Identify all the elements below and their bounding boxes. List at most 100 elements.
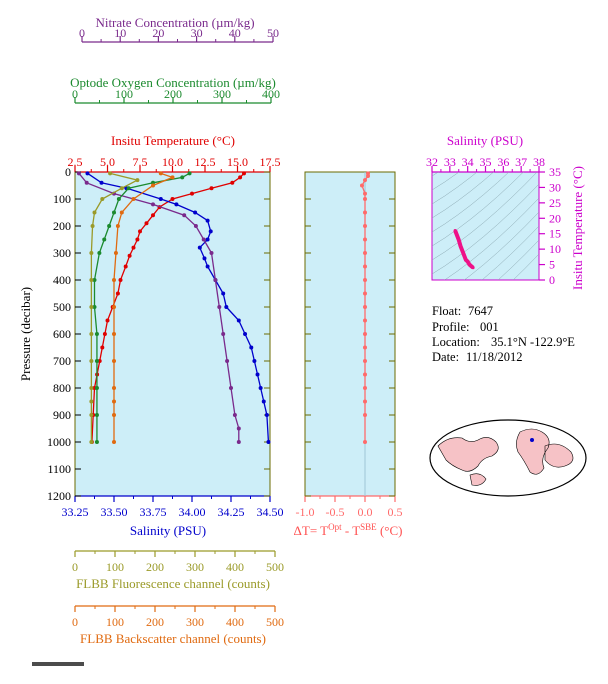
oxygen-data-point (126, 186, 131, 191)
salinity-data-point (221, 291, 226, 296)
pressure-tick-label: 300 (53, 246, 71, 260)
backscatter-data-point (112, 399, 116, 404)
temperature-data-point (100, 345, 105, 350)
salinity-data-point (243, 332, 248, 336)
backscatter-data-point (112, 359, 116, 363)
delta-t-data-point (363, 318, 367, 323)
delta-t-data-point (363, 291, 367, 296)
fluorescence-data-point (89, 251, 94, 255)
ts-data-point (462, 253, 466, 257)
delta-t-data-point (363, 305, 367, 309)
pressure-tick-label: 1200 (47, 489, 71, 503)
temperature-tick-label: 15.0 (227, 155, 248, 169)
pressure-tick-label: 400 (53, 273, 71, 287)
delta-title-main: ΔT= T (294, 523, 329, 538)
nitrate-tick-label: 10 (114, 26, 126, 40)
backscatter-data-point (112, 332, 116, 336)
salinity-data-point (174, 202, 179, 207)
salinity-data-point (264, 413, 269, 417)
fluorescence-tick-label: 0 (72, 560, 78, 574)
salinity-data-point (205, 237, 210, 242)
salinity-data-point (158, 197, 163, 201)
salinity-tick-label: 33.25 (62, 505, 89, 519)
temperature-data-point (135, 237, 140, 242)
oxygen-tick-label: 400 (262, 87, 280, 101)
salinity-data-point (205, 264, 210, 269)
ts-density-contour (444, 197, 539, 280)
ts-temperature-tick-label: 30 (549, 180, 561, 194)
backscatter-data-point (112, 305, 116, 309)
salinity-data-point (99, 180, 104, 185)
temperature-data-point (230, 180, 235, 185)
nitrate-data-point (221, 332, 226, 336)
temperature-tick-label: 5.0 (100, 155, 115, 169)
ts-temperature-tick-label: 25 (549, 196, 561, 210)
fluorescence-tick-label: 200 (146, 560, 164, 574)
delta-t-data-point (363, 264, 367, 269)
pressure-tick-label: 900 (53, 408, 71, 422)
nitrate-data-point (236, 440, 241, 444)
ts-density-contour (432, 172, 478, 205)
oxygen-data-point (116, 197, 121, 201)
ts-salinity-tick-label: 36 (497, 155, 509, 169)
delta-t-data-point (363, 197, 367, 201)
date-label: Date: (432, 350, 459, 364)
backscatter-tick-label: 300 (186, 615, 204, 629)
delta-plot-area (304, 171, 396, 497)
ts-density-contour (432, 172, 460, 191)
ts-density-contour (432, 172, 538, 261)
location-label: Location: (432, 335, 480, 349)
oxygen-data-point (187, 171, 192, 176)
nitrate-data-point (201, 237, 206, 242)
temperature-data-point (127, 253, 132, 258)
backscatter-tick-label: 0 (72, 615, 78, 629)
ts-temperature-axis-title: Insitu Temperature (°C) (570, 166, 585, 290)
delta-tick-label: 0.5 (388, 505, 403, 519)
temperature-data-point (242, 171, 246, 176)
ts-data-point (458, 244, 463, 248)
fluorescence-tick-label: 300 (186, 560, 204, 574)
nitrate-data-point (182, 213, 187, 218)
oxygen-data-point (112, 210, 116, 215)
fluorescence-data-point (89, 332, 94, 336)
temperature-tick-label: 2.5 (68, 155, 83, 169)
temperature-data-point (144, 221, 149, 226)
backscatter-data-point (115, 224, 120, 228)
delta-t-data-point (363, 386, 367, 390)
oxygen-tick-label: 300 (213, 87, 231, 101)
pressure-tick-label: 800 (53, 381, 71, 395)
backscatter-data-point (112, 413, 116, 417)
ts-temperature-tick-label: 10 (549, 242, 561, 256)
oxygen-data-point (92, 278, 97, 282)
delta-t-data-point (363, 278, 367, 282)
ts-temperature-tick-label: 15 (549, 227, 561, 241)
salinity-data-point (236, 318, 241, 323)
nitrate-data-point (229, 386, 233, 390)
float-location-marker (530, 438, 534, 442)
delta-title-sup2: SBE (360, 522, 377, 532)
delta-title-sup1: Opt (328, 522, 342, 532)
oxygen-data-point (107, 224, 112, 228)
pressure-axis-title: Pressure (decibar) (18, 287, 33, 381)
salinity-data-point (266, 440, 271, 444)
oxygen-series-line (93, 172, 190, 442)
nitrate-axis-title: Nitrate Concentration (µm/kg) (95, 15, 254, 30)
fluorescence-tick-label: 400 (226, 560, 244, 574)
nitrate-data-point (232, 413, 237, 417)
ts-data-point (471, 266, 475, 270)
oxygen-data-point (94, 386, 99, 390)
ts-plot-area (431, 171, 540, 281)
fluorescence-tick-label: 500 (266, 560, 284, 574)
backscatter-tick-label: 400 (226, 615, 244, 629)
temperature-data-point (238, 175, 243, 180)
profile-label: Profile: (432, 320, 470, 334)
footer-mark (32, 662, 84, 666)
float-value: 7647 (468, 304, 493, 318)
float-label: Float: (432, 304, 461, 318)
salinity-data-point (197, 245, 202, 250)
pressure-tick-label: 1000 (47, 435, 71, 449)
fluorescence-data-point (89, 399, 94, 404)
fluorescence-data-point (90, 224, 95, 228)
salinity-data-point (85, 171, 90, 176)
